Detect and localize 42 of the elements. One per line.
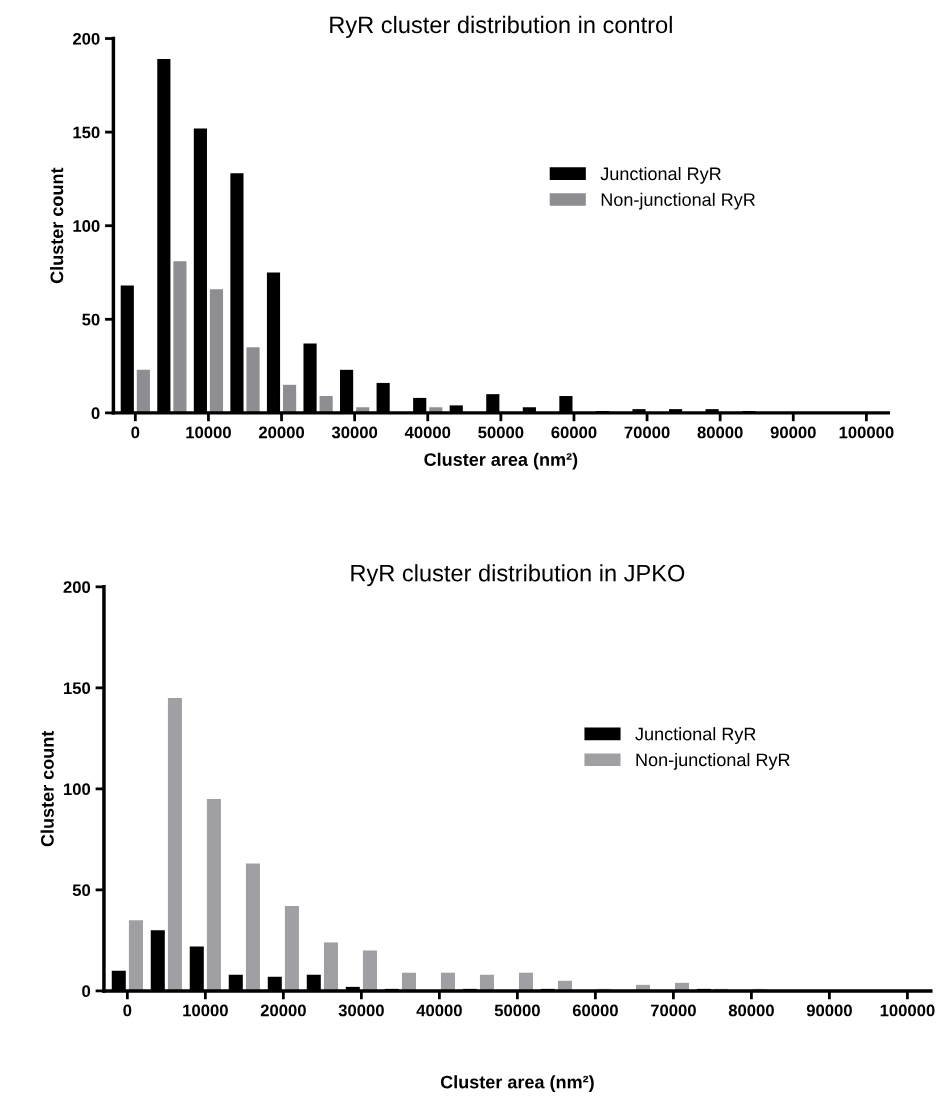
y-tick-label: 0 [91,407,100,420]
x-tick-label: 40000 [404,426,451,439]
y-tick-label: 100 [73,220,100,232]
legend-label: Junctional RyR [635,727,756,744]
y-tick-label: 150 [73,126,100,139]
x-tick-label: 30000 [338,1004,384,1017]
x-axis-title: Cluster area (nm²) [424,452,578,470]
y-tick-label: 200 [72,32,100,45]
x-tick-label: 70000 [650,1004,696,1017]
x-tick-label: 80000 [728,1004,774,1017]
x-tick-label: 10000 [183,1004,228,1017]
y-tick-label: 150 [64,682,91,695]
legend-label: Junctional RyR [600,166,721,184]
x-tick-label: 90000 [770,426,816,439]
x-tick-label: 90000 [806,1004,852,1017]
chart-title: RyR cluster distribution in JPKO [351,564,685,587]
x-tick-label: 30000 [331,426,378,439]
x-tick-label: 0 [123,1004,132,1017]
y-tick-label: 200 [63,581,91,594]
y-tick-label: 50 [82,313,100,326]
x-tick-label: 50000 [494,1004,540,1017]
x-tick-label: 10000 [186,426,231,439]
legend-label: Non-junctional RyR [601,192,755,210]
y-tick-label: 100 [64,783,91,796]
x-tick-label: 50000 [478,426,524,439]
x-tick-label: 100000 [880,1004,935,1017]
y-axis-title: Cluster count [40,730,54,847]
chart-title: RyR cluster distribution in control [330,15,672,38]
x-tick-label: 60000 [551,426,597,439]
x-tick-label: 60000 [572,1004,618,1017]
x-tick-label: 0 [131,426,140,439]
x-tick-label: 80000 [697,426,743,439]
x-tick-label: 40000 [416,1004,462,1017]
x-tick-label: 100000 [839,426,894,439]
x-axis-title: Cluster area (nm²) [440,1075,594,1093]
x-tick-label: 20000 [260,1004,306,1017]
x-tick-label: 70000 [624,426,670,439]
y-tick-label: 0 [82,985,91,998]
x-tick-label: 20000 [258,426,305,439]
legend-label: Non-junctional RyR [636,752,790,770]
y-axis-title: Cluster count [50,167,64,284]
y-tick-label: 50 [72,884,91,897]
